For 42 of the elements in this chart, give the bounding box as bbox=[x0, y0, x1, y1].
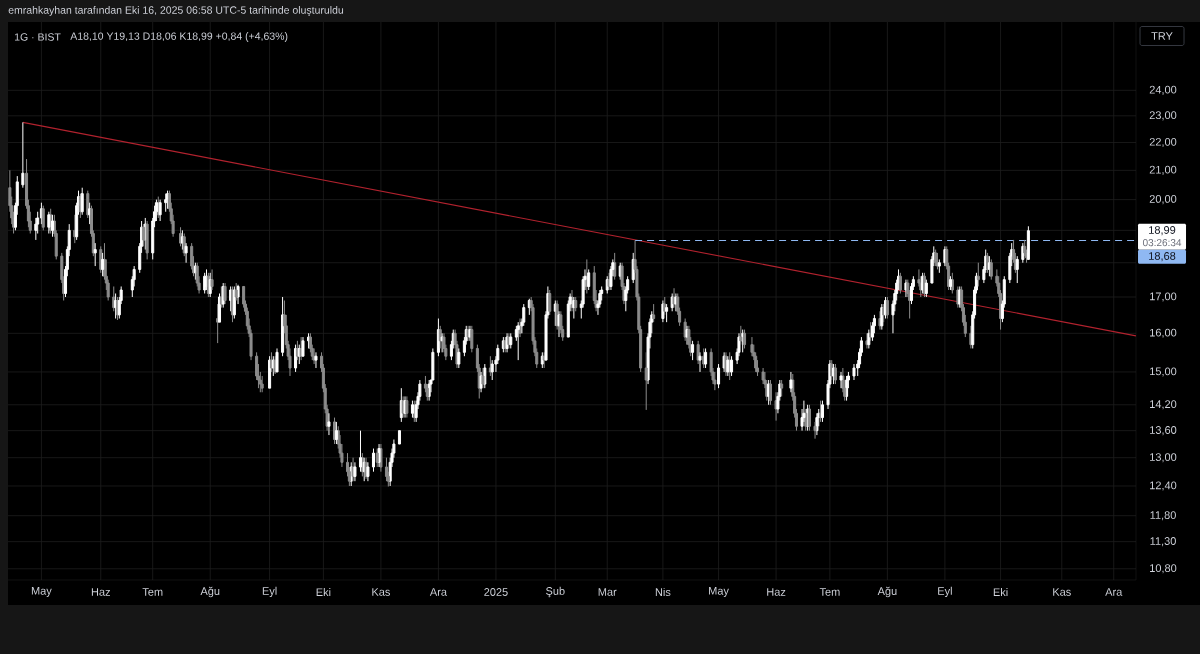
text: A18,10 Y19,13 D18,06 K18,99 +0,84 (+4,63%) bbox=[70, 32, 288, 42]
y-tick-label: 22,00 bbox=[1149, 137, 1177, 148]
y-tick-label: 12,40 bbox=[1150, 481, 1177, 491]
y-tick-label: 13,60 bbox=[1150, 426, 1177, 436]
x-tick-label: 2025 bbox=[484, 588, 508, 596]
x-tick-label: Ara bbox=[429, 588, 447, 596]
x-tick-label: Nis bbox=[655, 587, 671, 597]
y-tick-label: 11,80 bbox=[1150, 511, 1176, 521]
y-tick-label: 24,00 bbox=[1149, 85, 1177, 95]
x-tick-label: Ağu bbox=[877, 586, 897, 598]
x-tick-label: Haz bbox=[767, 588, 786, 596]
x-tick-label: Eyl bbox=[938, 586, 952, 598]
text: 1G · BIST bbox=[15, 33, 61, 41]
x-tick-label: Ağu bbox=[200, 586, 220, 598]
y-tick-label: 11,30 bbox=[1150, 537, 1176, 547]
y-tick-label: 13,00 bbox=[1150, 453, 1177, 463]
y-tick-label: 21,00 bbox=[1149, 165, 1177, 175]
x-tick-label: May bbox=[31, 587, 52, 597]
text: 03:26:34 bbox=[1142, 239, 1182, 247]
x-tick-label: May bbox=[709, 587, 729, 597]
x-tick-label: Şub bbox=[546, 586, 565, 598]
x-tick-label: Tem bbox=[142, 588, 163, 596]
x-tick-label: Tem bbox=[819, 588, 840, 596]
y-tick-label: 16,00 bbox=[1150, 328, 1177, 338]
x-tick-label: Eyl bbox=[262, 586, 277, 598]
x-tick-label: Haz bbox=[91, 588, 110, 596]
x-tick-label: Kas bbox=[1053, 588, 1071, 596]
x-tick-label: Ara bbox=[1105, 588, 1123, 596]
text: TRY bbox=[1151, 32, 1173, 40]
x-tick-label: Eki bbox=[993, 588, 1008, 596]
text: 18,68 bbox=[1149, 252, 1176, 262]
y-tick-label: 23,00 bbox=[1149, 111, 1177, 121]
y-tick-label: 10,80 bbox=[1150, 564, 1177, 574]
x-tick-label: Mar bbox=[598, 588, 617, 596]
x-tick-label: Eki bbox=[316, 588, 331, 596]
y-tick-label: 15,00 bbox=[1150, 367, 1177, 377]
y-tick-label: 14,20 bbox=[1150, 400, 1177, 410]
y-tick-label: 20,00 bbox=[1149, 195, 1177, 205]
y-tick-label: 17,00 bbox=[1150, 292, 1177, 302]
text: emrahkayhan tarafından Eki 16, 2025 06:58 UTC-5 tarihinde oluşturuldu bbox=[8, 6, 344, 16]
x-tick-label: Kas bbox=[372, 588, 390, 596]
text: 18,99 bbox=[1149, 226, 1176, 236]
